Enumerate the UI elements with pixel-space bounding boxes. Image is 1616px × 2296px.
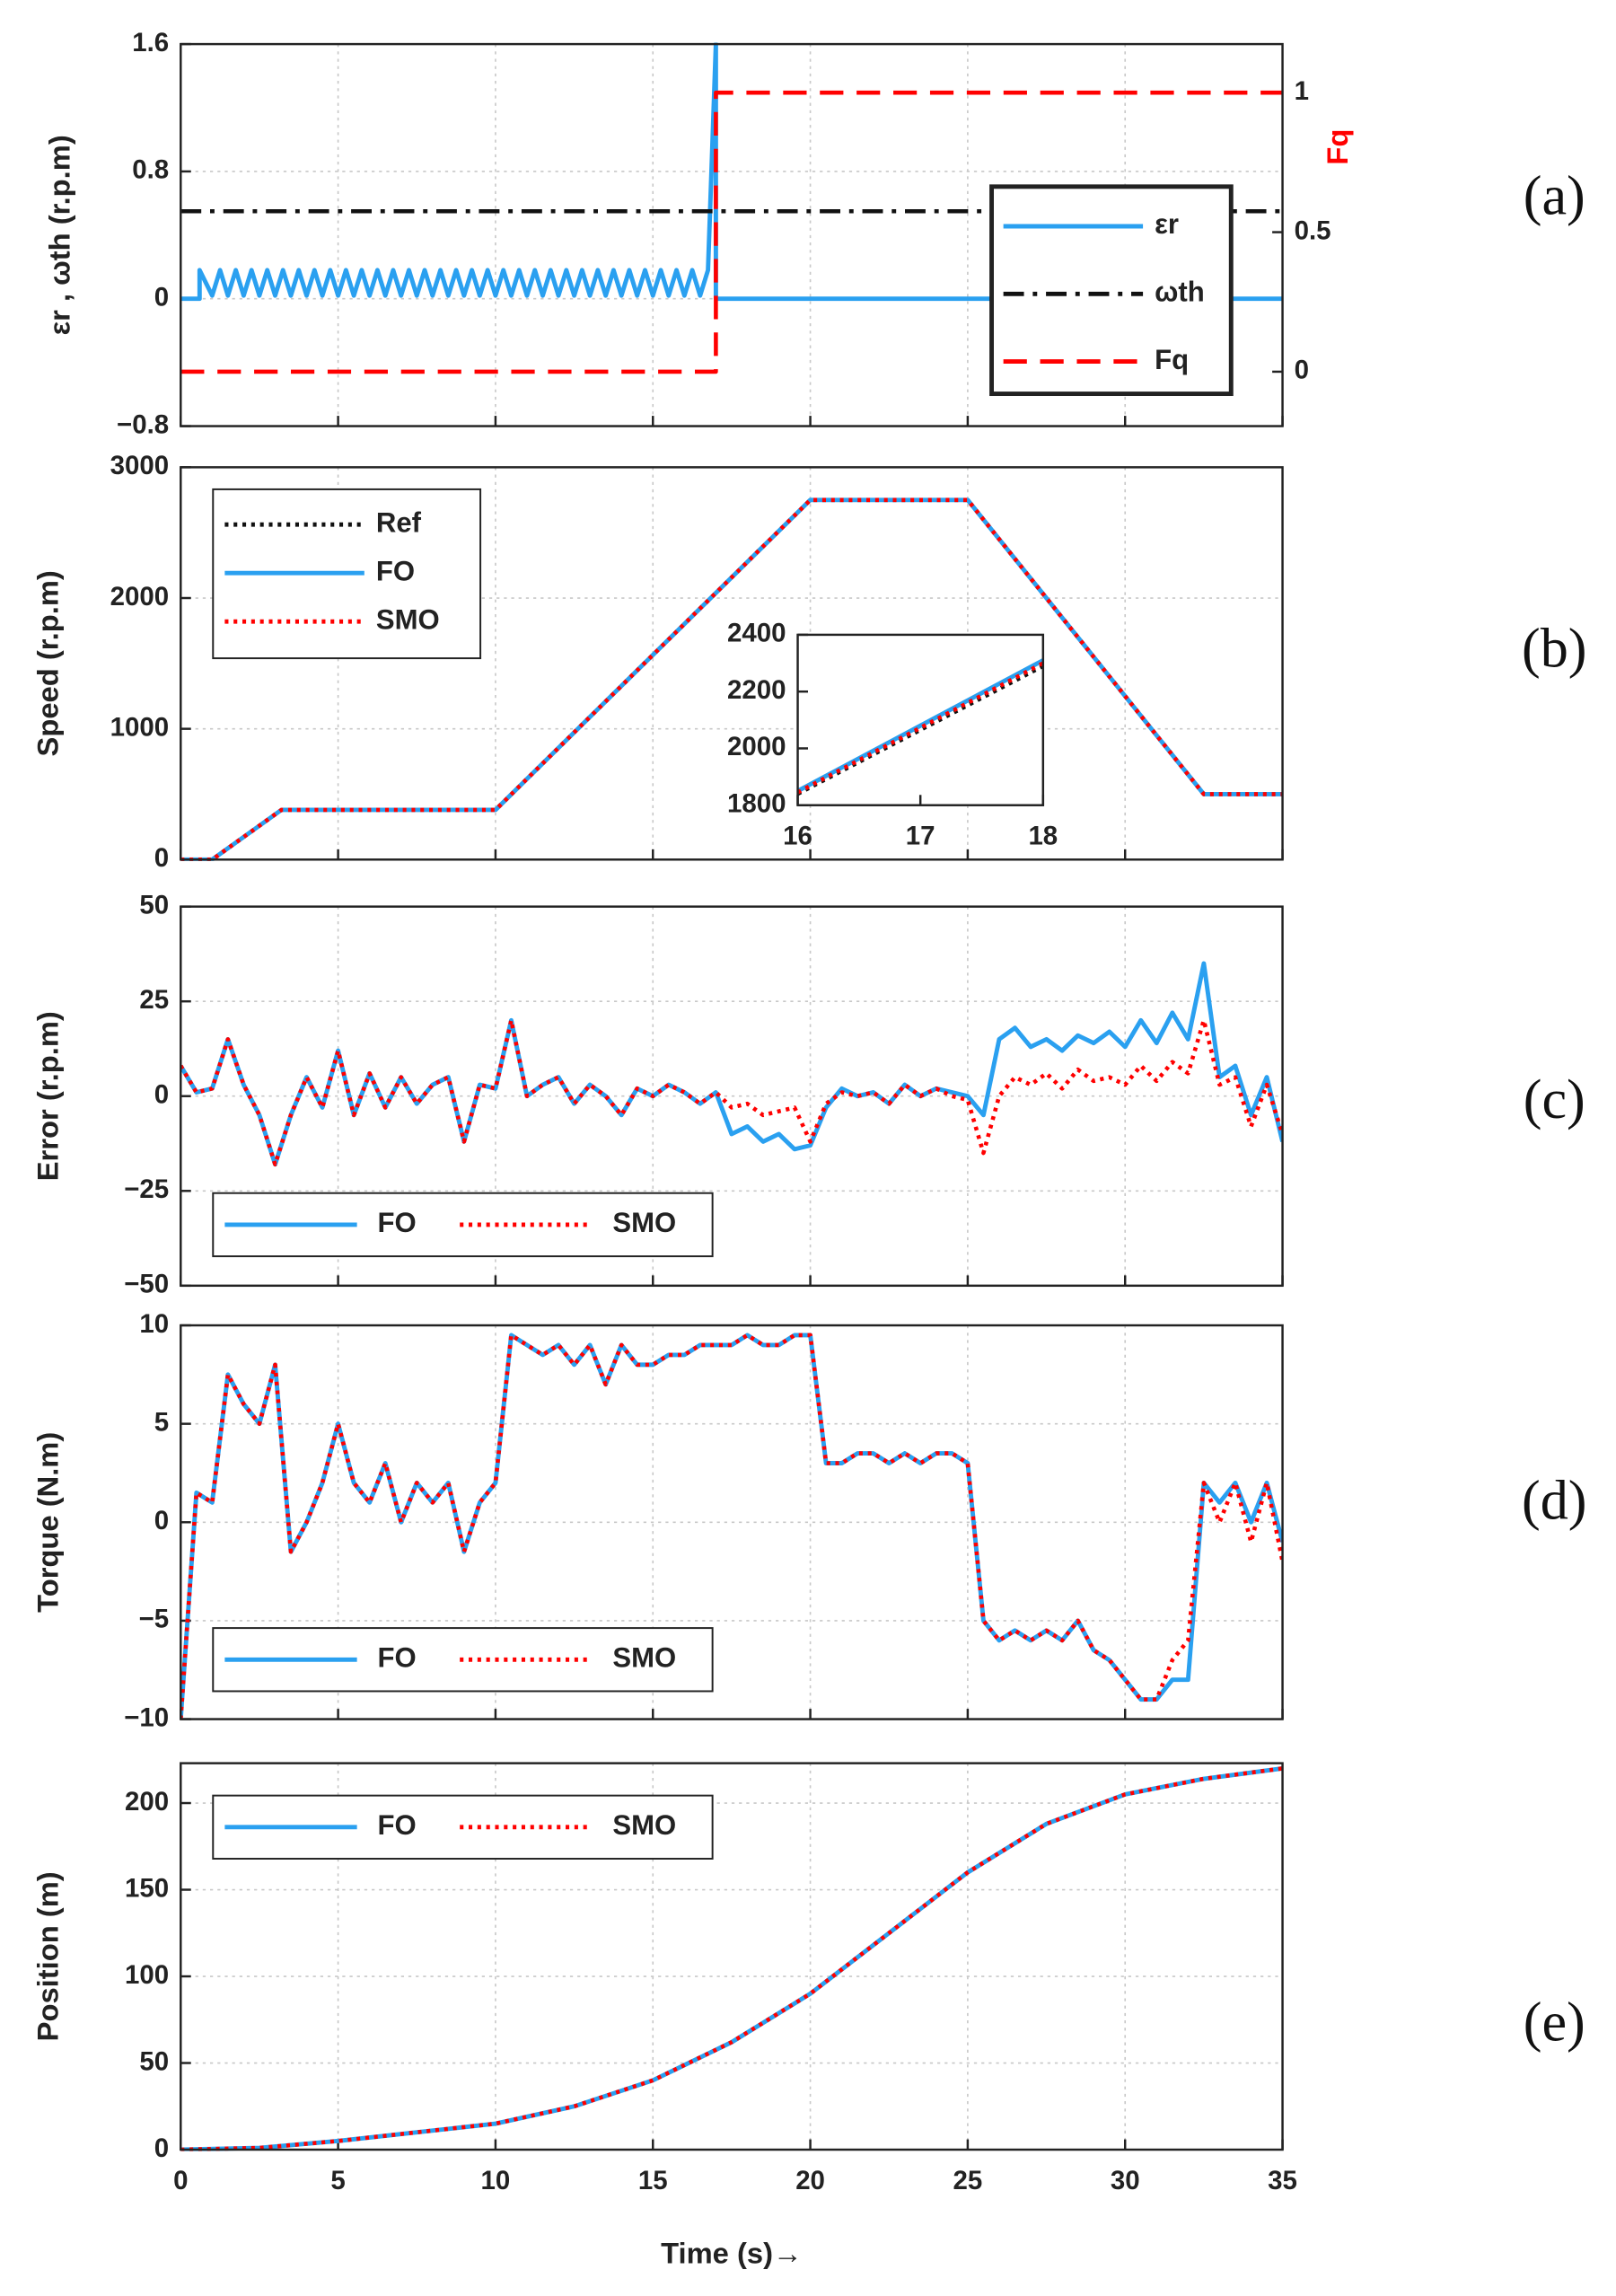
- y-tick-label: 0.8: [132, 155, 169, 185]
- panel-label: (e): [1524, 1992, 1585, 2053]
- y-tick-label: 3000: [110, 451, 170, 480]
- panel-label: (b): [1522, 618, 1587, 679]
- plot-frame: [180, 1762, 1284, 2151]
- x-tick-label: 30: [1111, 2166, 1140, 2195]
- y-tick-label: −50: [124, 1270, 169, 1299]
- legend-label: Ref: [376, 506, 422, 538]
- panel-label: (a): [1524, 165, 1585, 226]
- series-line: [797, 661, 1043, 795]
- series-line: [180, 1018, 1283, 1167]
- plot-frame: [180, 1324, 1284, 1720]
- legend-label: FO: [376, 555, 415, 586]
- y-tick-label: 50: [139, 890, 169, 919]
- y2-tick-label: 0.5: [1295, 216, 1331, 245]
- x-tick-label: 18: [1028, 822, 1058, 851]
- y-axis-label: εr , ωth (r.p.m): [42, 135, 75, 335]
- legend-label: SMO: [612, 1809, 676, 1841]
- y2-axis-label: Fq: [1321, 129, 1354, 165]
- y-tick-label: −10: [124, 1702, 169, 1732]
- series-line: [180, 42, 1283, 302]
- y-tick-label: 10: [139, 1309, 169, 1339]
- y-tick-label: 0: [154, 1506, 169, 1535]
- legend-label: SMO: [612, 1642, 676, 1674]
- y-tick-label: 0: [154, 843, 169, 873]
- legend-label: εr: [1155, 208, 1179, 240]
- x-tick-label: 16: [783, 822, 812, 851]
- series-line: [180, 1333, 1283, 1720]
- plot-frame: [796, 633, 1045, 806]
- y-axis-label: Position (m): [31, 1871, 64, 2041]
- y-tick-label: 25: [139, 985, 169, 1015]
- y-tick-label: 1800: [727, 789, 786, 819]
- y-tick-label: 150: [125, 1873, 169, 1903]
- plot-background: [797, 634, 1043, 805]
- legend-label: FO: [378, 1642, 417, 1674]
- y-tick-label: −0.8: [117, 409, 169, 439]
- y-axis-label: Speed (r.p.m): [31, 570, 64, 756]
- legend-label: FO: [378, 1207, 417, 1238]
- y-tick-label: 2000: [727, 732, 786, 761]
- y2-tick-label: 0: [1295, 356, 1309, 385]
- x-tick-label: 17: [906, 822, 935, 851]
- y-tick-label: 2000: [110, 582, 170, 611]
- x-tick-label: 0: [173, 2166, 188, 2195]
- y-axis-label: Torque (N.m): [31, 1432, 64, 1613]
- x-tick-label: 20: [795, 2166, 825, 2195]
- y-tick-label: 1.6: [132, 28, 169, 57]
- x-tick-label: 15: [638, 2166, 668, 2195]
- x-tick-label: 5: [330, 2166, 345, 2195]
- y-tick-label: −25: [124, 1174, 169, 1204]
- plot-frame: [180, 905, 1284, 1288]
- legend-label: FO: [378, 1809, 417, 1841]
- y-tick-label: 200: [125, 1787, 169, 1817]
- y-tick-label: 5: [154, 1407, 169, 1437]
- panel-label: (d): [1522, 1471, 1587, 1532]
- x-axis-label: Time (s)→: [661, 2236, 803, 2269]
- series-line: [180, 497, 1283, 861]
- y-tick-label: 2400: [727, 619, 786, 648]
- plot-frame: [180, 42, 1284, 427]
- legend-label: SMO: [612, 1207, 676, 1238]
- legend-label: ωth: [1155, 277, 1205, 308]
- y-tick-label: 0: [154, 1080, 169, 1110]
- y-tick-label: 2200: [727, 675, 786, 705]
- y-tick-label: 100: [125, 1960, 169, 1990]
- series-line: [180, 1766, 1283, 2151]
- y-axis-label: Error (r.p.m): [31, 1011, 64, 1181]
- y2-tick-label: 1: [1295, 76, 1309, 106]
- legend-label: SMO: [376, 603, 440, 635]
- x-tick-label: 10: [481, 2166, 511, 2195]
- panel-label: (c): [1524, 1069, 1585, 1130]
- y-tick-label: 0: [154, 2133, 169, 2163]
- x-tick-label: 25: [953, 2166, 983, 2195]
- legend-label: Fq: [1155, 344, 1189, 375]
- legend-box: [989, 184, 1234, 397]
- y-tick-label: 1000: [110, 712, 170, 742]
- y-tick-label: 50: [139, 2046, 169, 2076]
- y-tick-label: −5: [139, 1605, 170, 1634]
- y-tick-label: 0: [154, 283, 169, 312]
- plot-frame: [180, 466, 1284, 861]
- x-tick-label: 35: [1268, 2166, 1297, 2195]
- series-line: [180, 90, 1283, 374]
